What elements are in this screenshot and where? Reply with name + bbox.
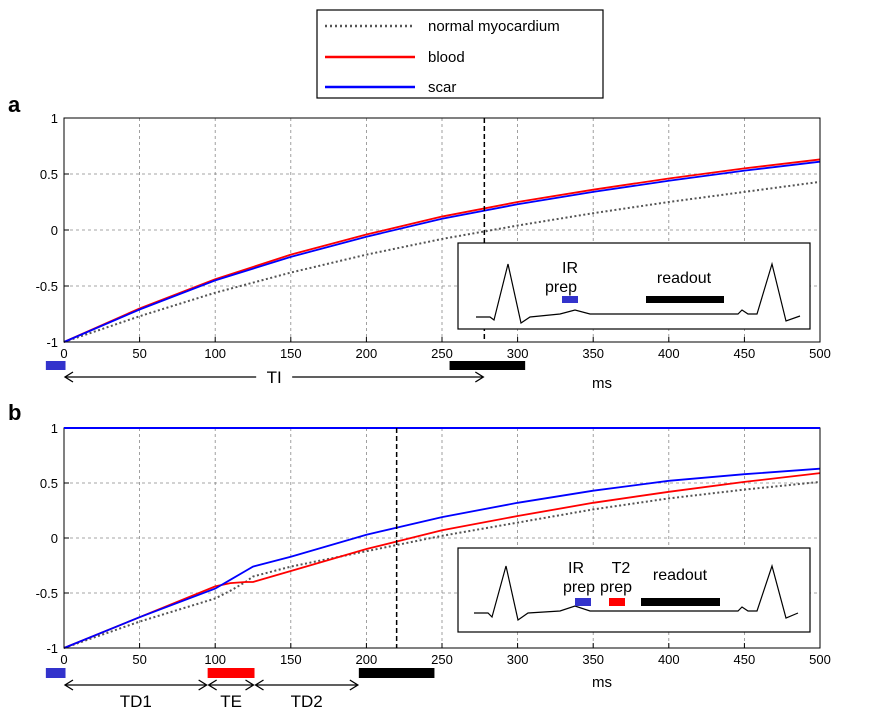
x-tick-label: 150: [280, 652, 302, 667]
x-tick-label: 100: [204, 652, 226, 667]
series-line-scar: [63, 467, 821, 649]
x-tick-label: 350: [582, 652, 604, 667]
timeline-bar-ir-pulse: [45, 668, 66, 678]
inset-t2-bar-b: [609, 598, 625, 606]
x-tick-label: 300: [507, 652, 529, 667]
series-line-normal-myocardium: [63, 480, 821, 649]
series-a: [63, 158, 821, 343]
interval-arrow-head-left: [63, 371, 74, 383]
inset-ir-label-a: IR: [562, 260, 578, 277]
x-tick-label: 250: [431, 652, 453, 667]
y-tick-labels-b: -1 -0.5 0 0.5 1: [36, 421, 58, 656]
x-tick-label: 400: [658, 346, 680, 361]
x-tick-label: 350: [582, 346, 604, 361]
ecg-trace-a: [476, 261, 801, 324]
interval-label-td2: TD2: [291, 692, 323, 711]
legend: normal myocardium blood scar: [316, 9, 604, 99]
timeline-b: TD1 TE TD2: [45, 668, 435, 711]
legend-box: [316, 9, 604, 99]
x-tick-label: 450: [734, 346, 756, 361]
inset-readout-label-a: readout: [657, 270, 712, 287]
inset-t2-label-b: T2: [612, 560, 631, 577]
legend-label-blood: blood: [428, 49, 465, 66]
interval-label-ti: TI: [267, 368, 282, 387]
panel-b: b 0 50 100 150 200 250 300 350 400 450 500 -1 -0.5 0…: [8, 400, 831, 711]
y-tick-label: 0: [51, 531, 58, 546]
interval-arrow-head-left: [254, 679, 264, 691]
x-tick-label: 0: [60, 346, 67, 361]
x-tick-labels-a: 0 50 100 150 200 250 300 350 400 450 500: [60, 346, 830, 361]
y-tick-label: -0.5: [36, 279, 58, 294]
x-tick-label: 200: [356, 346, 378, 361]
panel-label-a: a: [8, 92, 21, 117]
inset-readout-label-b: readout: [653, 567, 708, 584]
inset-ir-prep-label-b: prep: [563, 579, 595, 596]
ecg-trace-b: [474, 563, 799, 622]
legend-label-scar: scar: [428, 79, 456, 96]
timeline-bar-ir-pulse: [45, 361, 66, 370]
panel-label-b: b: [8, 400, 21, 425]
inset-readout-bar-a: [646, 296, 724, 303]
x-tick-label: 450: [734, 652, 756, 667]
interval-label-bg: [256, 367, 293, 387]
x-tick-label: 400: [658, 652, 680, 667]
y-tick-label: -0.5: [36, 586, 58, 601]
x-unit-a: ms: [592, 375, 612, 392]
x-tick-label: 200: [356, 652, 378, 667]
y-tick-label: 0.5: [40, 476, 58, 491]
timeline-a: TI: [45, 361, 526, 387]
interval-label-td1: TD1: [120, 692, 152, 711]
y-tick-label: 1: [51, 111, 58, 126]
series-line-blood: [63, 472, 821, 649]
x-unit-b: ms: [592, 674, 612, 691]
legend-label-normal: normal myocardium: [428, 18, 560, 35]
panel-a: a 0 50 100 150 200 250 300 350 400 450 500 -1 -0.5 0…: [8, 92, 831, 392]
y-tick-label: 0: [51, 223, 58, 238]
y-tick-label: -1: [46, 641, 58, 656]
plot-frame-a: [63, 117, 821, 343]
inset-ir-bar-a: [562, 296, 578, 303]
x-tick-label: 500: [809, 346, 831, 361]
inset-t2-prep-label-b: prep: [600, 579, 632, 596]
inset-box-a: [457, 242, 811, 330]
inset-sequence-a: IR prep readout: [457, 242, 811, 330]
interval-arrow-head-right: [474, 371, 485, 383]
interval-arrow-head-left: [63, 679, 74, 691]
series-line-blood: [63, 158, 821, 343]
timeline-bar-t2-prep: [207, 668, 255, 678]
timeline-bar-readout: [358, 668, 435, 678]
series-b: [63, 467, 821, 649]
y-tick-label: 1: [51, 421, 58, 436]
interval-arrow-head-left: [207, 679, 217, 691]
x-tick-label: 250: [431, 346, 453, 361]
inset-prep-label-a: prep: [545, 279, 577, 296]
x-tick-label: 500: [809, 652, 831, 667]
timeline-bar-readout: [449, 361, 526, 370]
x-tick-label: 50: [132, 652, 146, 667]
interval-label-te: TE: [220, 692, 242, 711]
interval-arrow-head-right: [245, 679, 255, 691]
y-tick-label: 0.5: [40, 167, 58, 182]
inset-ir-label-b: IR: [568, 560, 584, 577]
series-line-normal-myocardium: [63, 180, 821, 343]
series-line-scar: [63, 160, 821, 343]
x-tick-label: 300: [507, 346, 529, 361]
x-tick-label: 150: [280, 346, 302, 361]
x-tick-label: 100: [204, 346, 226, 361]
inset-box-b: [457, 547, 811, 633]
interval-arrow-head-right: [198, 679, 208, 691]
inset-ir-bar-b: [575, 598, 591, 606]
x-tick-labels-b: 0 50 100 150 200 250 300 350 400 450 500: [60, 652, 830, 667]
y-tick-labels-a: -1 -0.5 0 0.5 1: [36, 111, 58, 350]
x-tick-label: 0: [60, 652, 67, 667]
y-tick-label: -1: [46, 335, 58, 350]
inset-sequence-b: IR prep T2 prep readout: [457, 547, 811, 633]
inset-readout-bar-b: [641, 598, 720, 606]
x-tick-label: 50: [132, 346, 146, 361]
interval-arrow-head-right: [349, 679, 360, 691]
